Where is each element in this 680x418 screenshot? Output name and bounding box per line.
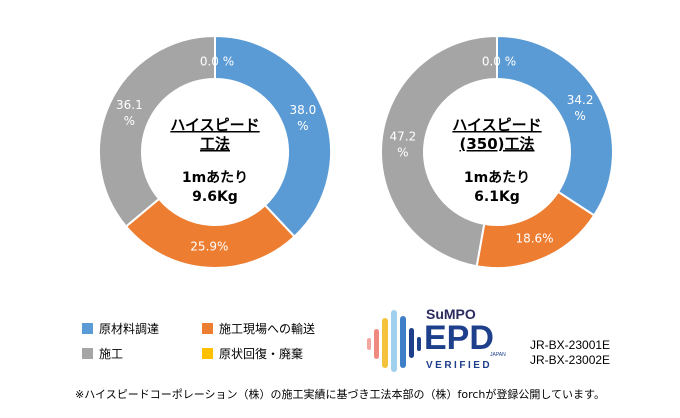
- donut-1-label-restoration: 0.0 %: [200, 55, 234, 69]
- logo-verified: VERIFIED: [426, 360, 492, 371]
- legend-item-restoration: 原状回復・廃棄: [202, 345, 303, 362]
- registration-code: JR-BX-23001E: [530, 338, 611, 352]
- registration-code: JR-BX-23002E: [530, 353, 611, 367]
- legend-swatch: [82, 323, 93, 334]
- donut-2-center-value: 1mあたり 6.1Kg: [464, 170, 530, 205]
- donut-1-slice-transport: [124, 197, 296, 269]
- legend-label: 原材料調達: [99, 322, 160, 336]
- donut-charts: 38.0 % 25.9% 36.1 % 0.0 % ハイスピード工法 1mあたり 9.6Kg 34…: [98, 34, 614, 269]
- donut-2-label-transport: 18.6%: [515, 232, 553, 246]
- donut-2-slice-raw-materials: [496, 34, 614, 217]
- sumpo-epd-logo: SuMPO EPD JAPAN VERIFIED: [367, 306, 506, 372]
- donut-2-title: ハイスピード(350)工法: [452, 116, 541, 153]
- donut-1-slice-raw-materials: [214, 34, 332, 238]
- donut-1-label-raw-materials: 38.0%: [290, 103, 317, 133]
- donut-1-slice-construction: [98, 34, 216, 228]
- donut-2-label-construction: 47.2%: [390, 130, 417, 160]
- donut-2-label-raw-materials: 34.2%: [567, 93, 594, 123]
- donut-2-label-restoration: 0.0 %: [482, 55, 516, 69]
- legend-item-raw-materials: 原材料調達: [82, 320, 159, 337]
- legend-swatch: [202, 323, 213, 334]
- donut-2-slice-construction: [380, 34, 498, 268]
- logo-mark: EPD: [424, 319, 494, 357]
- legend-label: 施工: [99, 347, 124, 361]
- donut-1-label-construction: 36.1%: [116, 98, 143, 128]
- legend-item-transport: 施工現場への輸送: [202, 320, 315, 337]
- donut-1-title: ハイスピード工法: [170, 116, 259, 153]
- legend-label: 原状回復・廃棄: [219, 347, 304, 361]
- legend-swatch: [202, 348, 213, 359]
- donut-1-label-transport: 25.9%: [190, 239, 228, 253]
- donut-1-center-value: 1mあたり 9.6Kg: [182, 170, 248, 205]
- legend-label: 施工現場への輸送: [219, 322, 316, 336]
- logo-sub: JAPAN: [490, 352, 506, 358]
- footnote: ※ハイスピードコーポレーション（株）の施工実績に基づき工法本部の（株）forch…: [75, 388, 605, 401]
- legend-swatch: [82, 348, 93, 359]
- legend-item-construction: 施工: [82, 345, 123, 362]
- logo-brand: SuMPO: [426, 306, 476, 322]
- registration-codes: JR-BX-23001E JR-BX-23002E: [530, 338, 610, 368]
